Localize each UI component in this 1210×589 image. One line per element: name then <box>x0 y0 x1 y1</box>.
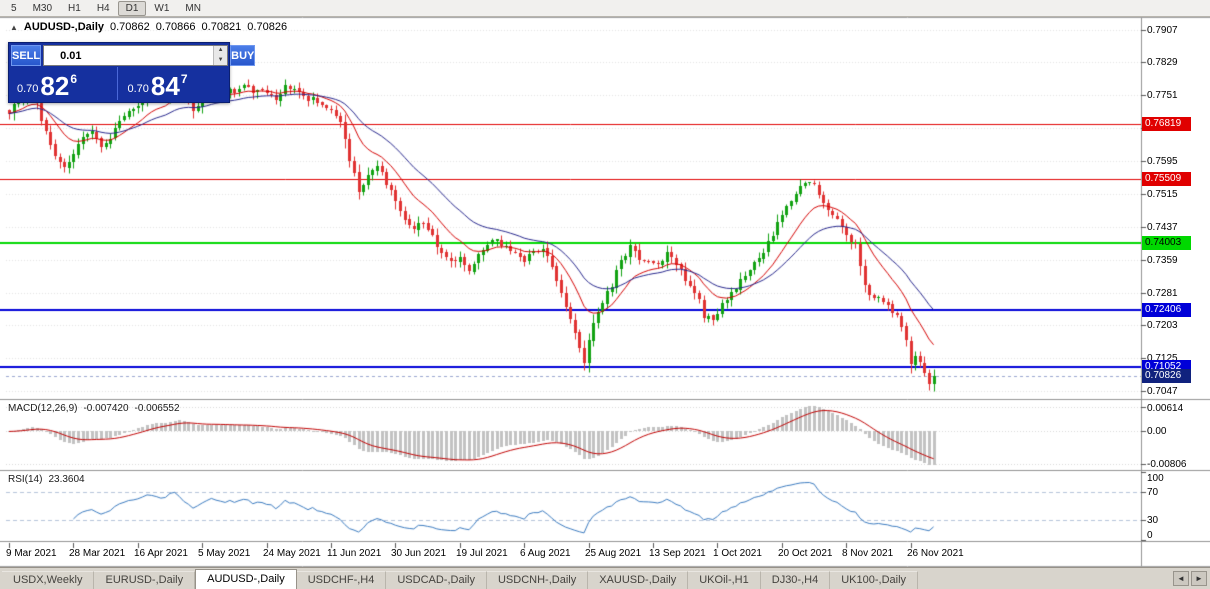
sell-price-sup: 6 <box>70 72 78 86</box>
timeframe-button-w1[interactable]: W1 <box>154 2 170 14</box>
buy-button[interactable]: BUY <box>230 45 256 66</box>
one-click-trading-panel: SELL ▲ ▼ BUY 0.70 82 6 0.70 84 7 <box>8 42 256 103</box>
sell-button[interactable]: SELL <box>11 45 42 66</box>
lot-spinner-down-icon[interactable]: ▼ <box>214 55 228 65</box>
ohlc-readout: 0.70862 0.70866 0.70821 0.70826 <box>110 21 287 33</box>
chart-tab-xauusd-daily[interactable]: XAUUSD-,Daily <box>588 571 689 589</box>
ohlc-open: 0.70862 <box>110 21 150 33</box>
timeframe-button-h4[interactable]: H4 <box>96 2 110 14</box>
timeframe-button-d1[interactable]: D1 <box>117 0 147 16</box>
buy-price-big: 84 <box>150 71 180 101</box>
chart-tab-uk100-daily[interactable]: UK100-,Daily <box>830 571 919 589</box>
timeframe-toolbar: 5 M30 H1 H4 D1 W1 MN <box>0 0 1210 17</box>
sell-price-prefix: 0.70 <box>17 83 39 95</box>
lot-spinner-up-icon[interactable]: ▲ <box>214 46 228 56</box>
ohlc-high: 0.70866 <box>155 21 196 33</box>
chart-tab-usdchf-h4[interactable]: USDCHF-,H4 <box>296 571 387 589</box>
lot-spinner: ▲ ▼ <box>213 46 228 65</box>
chart-tab-dj30-h4[interactable]: DJ30-,H4 <box>760 571 831 589</box>
macd-label: MACD(12,26,9) -0.007420 -0.006552 <box>8 403 180 414</box>
timeframe-button-5[interactable]: 5 <box>11 2 17 14</box>
rsi-name: RSI(14) <box>8 474 43 485</box>
chart-marker-icon: ▲ <box>10 22 18 32</box>
buy-price[interactable]: 0.70 84 7 <box>116 67 228 101</box>
sell-price[interactable]: 0.70 82 6 <box>11 67 117 100</box>
chart-header: ▲ AUDUSD-,Daily 0.70862 0.70866 0.70821 … <box>10 21 287 33</box>
lot-size-field: ▲ ▼ <box>43 45 229 66</box>
tab-nav-left-icon[interactable]: ◄ <box>1173 571 1189 586</box>
sell-price-big: 82 <box>40 71 70 101</box>
tab-bar: USDX,Weekly EURUSD-,Daily AUDUSD-,Daily USD… <box>0 567 1210 589</box>
rsi-value: 23.3604 <box>48 474 85 485</box>
lot-size-input[interactable] <box>44 46 214 65</box>
tab-nav-right-icon[interactable]: ► <box>1191 571 1207 586</box>
chart-tab-audusd-daily[interactable]: AUDUSD-,Daily <box>195 569 297 589</box>
chart-tab-usdx-weekly[interactable]: USDX,Weekly <box>2 571 95 589</box>
rsi-label: RSI(14) 23.3604 <box>8 474 85 485</box>
chart-tab-usdcad-daily[interactable]: USDCAD-,Daily <box>386 571 487 589</box>
chart-tab-eurusd-daily[interactable]: EURUSD-,Daily <box>94 571 196 589</box>
timeframe-button-m30[interactable]: M30 <box>32 2 53 14</box>
tab-nav: ◄ ► <box>1173 571 1207 586</box>
buy-price-sup: 7 <box>180 72 188 86</box>
chart-symbol-period: AUDUSD-,Daily <box>23 21 104 33</box>
ohlc-low: 0.70821 <box>201 21 242 33</box>
macd-value-main: -0.007420 <box>83 403 129 414</box>
timeframe-button-mn[interactable]: MN <box>185 2 201 14</box>
ohlc-close: 0.70826 <box>247 21 288 33</box>
macd-value-signal: -0.006552 <box>134 403 180 414</box>
timeframe-button-h1[interactable]: H1 <box>68 2 81 14</box>
macd-name: MACD(12,26,9) <box>8 403 78 414</box>
buy-price-prefix: 0.70 <box>127 83 149 95</box>
chart-tab-ukoil-h1[interactable]: UKOil-,H1 <box>688 571 761 589</box>
chart-tab-usdcnh-daily[interactable]: USDCNH-,Daily <box>486 571 589 589</box>
